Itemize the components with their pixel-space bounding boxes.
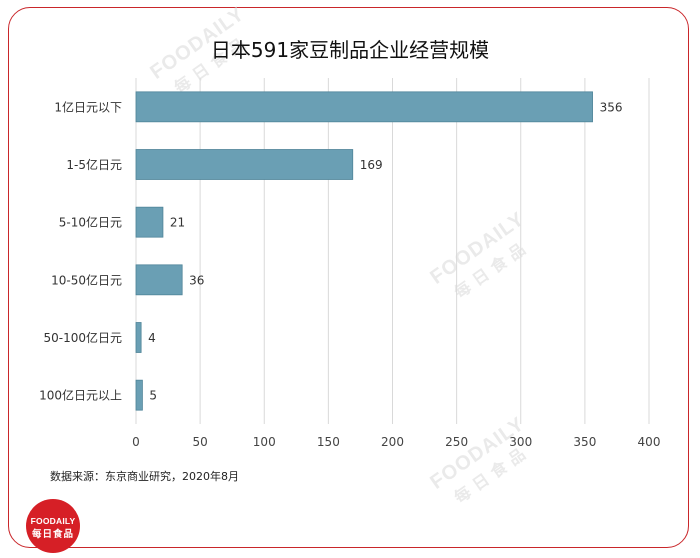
bar <box>135 91 593 123</box>
chart-frame <box>8 7 689 548</box>
category-label: 50-100亿日元 <box>43 330 122 345</box>
x-tick-label: 50 <box>192 435 207 449</box>
foodaily-logo: FOODAILY 每日食品 <box>26 499 80 553</box>
x-tick-label: 350 <box>573 435 596 449</box>
category-labels: 1亿日元以下 1-5亿日元 5-10亿日元 10-50亿日元 50-100亿日元 100亿… <box>39 99 122 402</box>
gridlines <box>135 78 650 424</box>
data-label: 169 <box>360 158 383 172</box>
x-tick-label: 300 <box>509 435 532 449</box>
data-label: 356 <box>600 100 623 114</box>
x-tick-label: 250 <box>445 435 468 449</box>
logo-sub: 每日食品 <box>31 529 74 540</box>
bar <box>135 149 354 180</box>
x-tick-label: 150 <box>317 435 340 449</box>
x-tick-label: 400 <box>638 435 661 449</box>
bars <box>135 91 593 411</box>
category-label: 5-10亿日元 <box>59 215 122 230</box>
category-label: 100亿日元以上 <box>39 388 122 403</box>
data-label: 5 <box>149 389 157 403</box>
logo-brand: FOODAILY <box>30 516 76 526</box>
bar <box>135 379 143 411</box>
data-labels: 356 169 21 36 4 5 <box>148 100 622 402</box>
data-label: 21 <box>170 216 185 230</box>
data-label: 4 <box>148 331 156 345</box>
category-label: 1-5亿日元 <box>66 157 122 172</box>
bar <box>135 322 142 353</box>
data-label: 36 <box>189 273 204 287</box>
category-label: 10-50亿日元 <box>51 272 122 287</box>
bar <box>135 206 164 238</box>
source-note: 数据来源：东京商业研究，2020年8月 <box>50 470 239 483</box>
x-tick-label: 200 <box>381 435 404 449</box>
x-tick-label: 100 <box>253 435 276 449</box>
bar <box>135 264 183 296</box>
chart-title: 日本591家豆制品企业经营规模 <box>210 38 490 62</box>
category-label: 1亿日元以下 <box>54 99 122 114</box>
x-axis-ticks: 0 50 100 150 200 250 300 350 400 <box>132 435 660 449</box>
x-tick-label: 0 <box>132 435 140 449</box>
